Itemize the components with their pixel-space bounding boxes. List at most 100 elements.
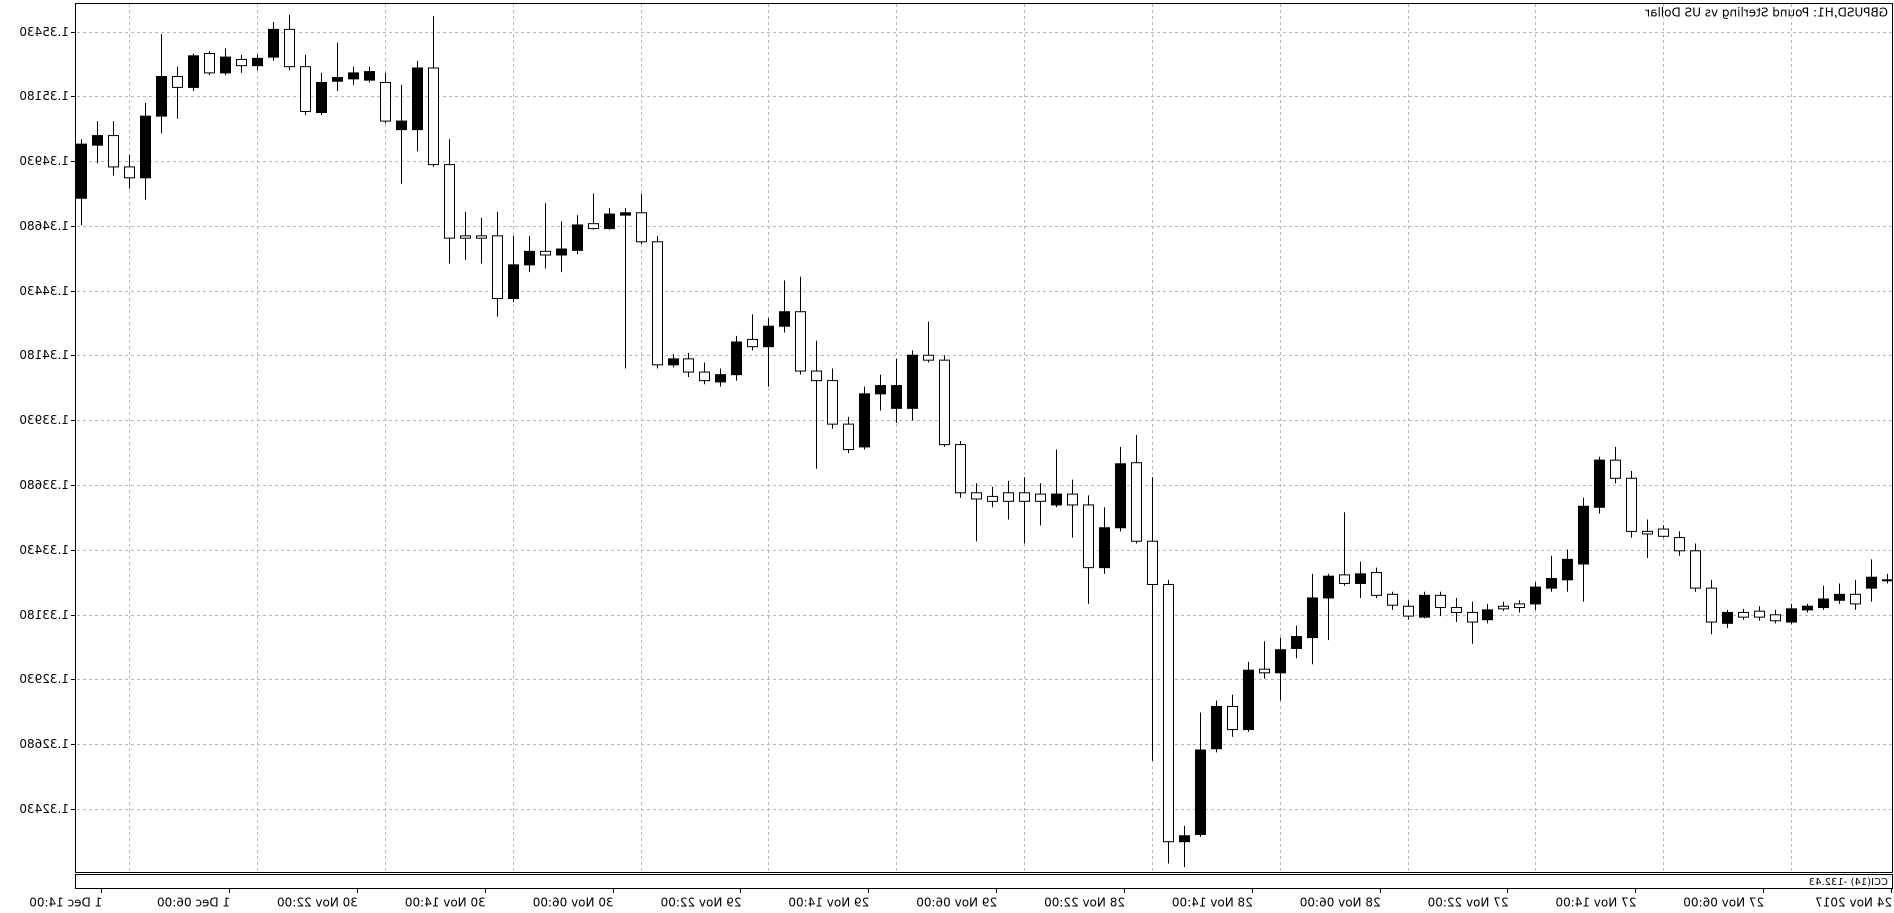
candle-body (1546, 578, 1557, 589)
candle-body (1019, 492, 1030, 502)
x-tick-label: 29 Nov 06:00 (916, 896, 997, 910)
x-tick-label: 27 Nov 14:00 (1555, 896, 1636, 910)
candle-body (588, 223, 599, 230)
candle-body (220, 56, 231, 74)
candle-body (955, 444, 966, 494)
candle-body (1371, 572, 1382, 596)
candle-body (779, 311, 790, 327)
candle-body (668, 358, 679, 366)
candle-body (572, 224, 583, 251)
candle-body (1786, 608, 1797, 623)
candle-body (412, 67, 423, 131)
candle-body (204, 52, 215, 74)
candle-body (476, 235, 487, 239)
y-tick-label: 1.32430 (19, 802, 69, 816)
candle-body (1243, 669, 1254, 731)
y-tick-label: 1.33180 (19, 608, 69, 622)
candle-body (604, 213, 615, 230)
y-tick-label: 1.35430 (19, 25, 69, 39)
candle-body (1323, 575, 1334, 599)
candle-body (1291, 636, 1302, 649)
candle-body (636, 212, 647, 243)
candle-body (1003, 492, 1014, 502)
candle-body (1163, 583, 1174, 843)
x-tick-label: 1 Dec 06:00 (157, 896, 230, 910)
y-tick-label: 1.34180 (19, 348, 69, 362)
candle-body (652, 241, 663, 366)
candle-body (731, 341, 742, 376)
candle-body (1514, 603, 1525, 609)
x-tick-label: 28 Nov 14:00 (1172, 896, 1253, 910)
y-tick-label: 1.34430 (19, 284, 69, 298)
y-tick-label: 1.34680 (19, 219, 69, 233)
candle-body (843, 423, 854, 451)
candle-body (140, 115, 151, 179)
candle-body (252, 57, 263, 67)
candle-body (971, 492, 982, 500)
candle-body (1642, 530, 1653, 535)
candle-body (1403, 605, 1414, 617)
candle-body (380, 81, 391, 122)
candle-body (923, 354, 934, 361)
candle-body (1834, 593, 1845, 601)
candle-body (1866, 576, 1877, 589)
x-tick-label: 30 Nov 14:00 (405, 896, 486, 910)
y-tick-label: 1.34930 (19, 154, 69, 168)
candle-body (747, 338, 758, 348)
x-tick-label: 28 Nov 22:00 (1044, 896, 1125, 910)
candle-body (1562, 558, 1573, 581)
candle-body (556, 248, 567, 256)
candle-body (1626, 477, 1637, 532)
candle-body (715, 374, 726, 383)
candle-body (1738, 611, 1749, 618)
main-pane-frame (75, 3, 1893, 873)
indicator-pane-frame (75, 874, 1893, 889)
indicator-label: CCI(14) -132.43 (1809, 877, 1888, 888)
candle-body (1610, 459, 1621, 479)
x-tick-label: 1 Dec 14:00 (29, 896, 102, 910)
candle-body (1083, 504, 1094, 569)
candle-body (348, 72, 359, 80)
candle-body (460, 235, 471, 239)
candle-body (508, 264, 519, 300)
x-tick-label: 30 Nov 22:00 (277, 896, 358, 910)
candle-body (1498, 605, 1509, 610)
candle-body (1770, 614, 1781, 622)
candle-body (1259, 668, 1270, 674)
candle-body (156, 76, 167, 117)
candle-body (1067, 493, 1078, 506)
candle-body (1690, 550, 1701, 589)
candle-body (76, 143, 87, 199)
candle-body (1419, 594, 1430, 618)
candle-body (811, 370, 822, 382)
candle-body (524, 250, 535, 266)
candle-body (1578, 505, 1589, 565)
candle-body (428, 67, 439, 166)
candle-body (1674, 537, 1685, 552)
y-tick-label: 1.33430 (19, 543, 69, 557)
x-tick-label: 30 Nov 06:00 (533, 896, 614, 910)
candle-body (1754, 610, 1765, 618)
candle-body (891, 385, 902, 409)
y-tick-label: 1.33930 (19, 413, 69, 427)
candle-body (1131, 462, 1142, 542)
candle-body (1227, 705, 1238, 731)
candle-body (859, 393, 870, 448)
candle-body (268, 28, 279, 58)
candle-body (1355, 573, 1366, 584)
candle-body (172, 76, 183, 88)
candle-body (236, 58, 247, 67)
candle-body (316, 81, 327, 114)
candle-body (907, 354, 918, 409)
candle-body (1818, 598, 1829, 609)
y-tick-label: 1.32930 (19, 672, 69, 686)
candle-body (1307, 597, 1318, 639)
x-tick-label: 24 Nov 2017 (1815, 896, 1892, 910)
candle-body (300, 66, 311, 112)
candle-body (1275, 649, 1286, 674)
candle-body (108, 135, 119, 168)
candle-body (1211, 705, 1222, 750)
candle-body (699, 371, 710, 382)
y-tick-label: 1.32680 (19, 737, 69, 751)
